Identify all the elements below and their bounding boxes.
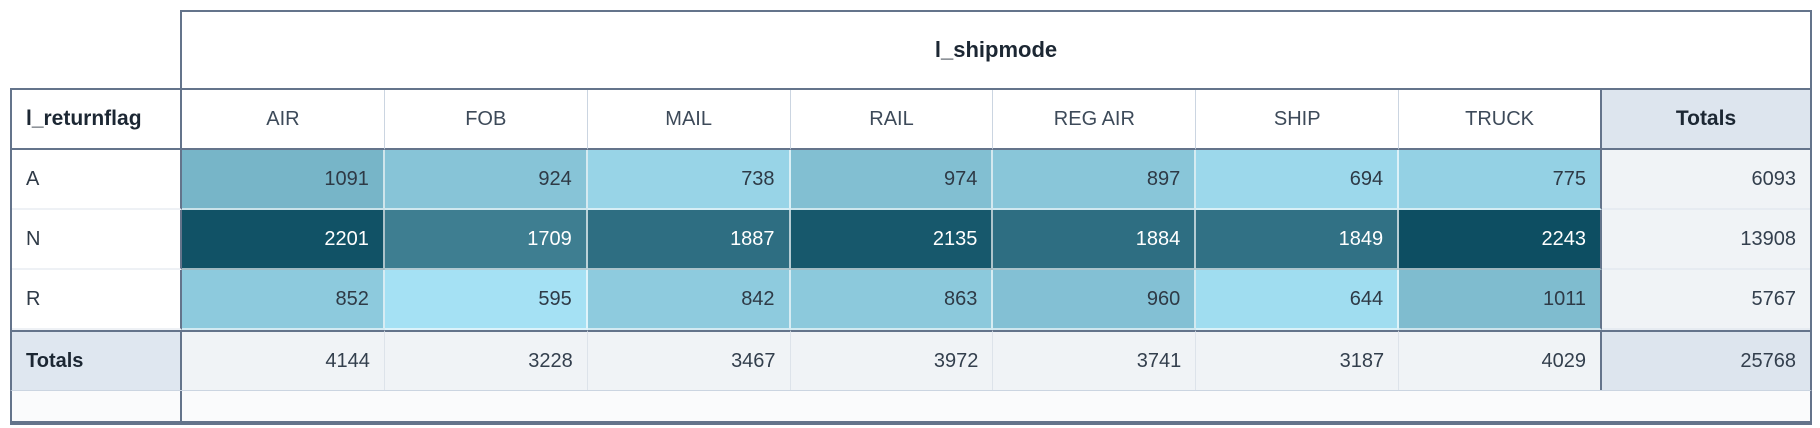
pivot-grid: l_returnflag AIR FOB MAIL RAIL REG AIR S… [10, 88, 1812, 390]
heat-cell-r-air[interactable]: 852 [182, 270, 385, 330]
footer-spacer-left [12, 391, 182, 421]
column-total-rail[interactable]: 3972 [790, 330, 994, 390]
heat-cell-a-reg-air[interactable]: 897 [993, 150, 1197, 210]
row-dimension-label: l_returnflag [12, 90, 182, 150]
heat-cell-n-rail[interactable]: 2135 [790, 210, 994, 270]
column-header-ship[interactable]: SHIP [1196, 90, 1400, 150]
totals-row-label: Totals [12, 330, 182, 390]
column-header-fob[interactable]: FOB [384, 90, 588, 150]
column-total-fob[interactable]: 3228 [384, 330, 588, 390]
column-dimension-label: l_shipmode [180, 10, 1812, 88]
column-header-rail[interactable]: RAIL [790, 90, 994, 150]
column-header-truck[interactable]: TRUCK [1399, 90, 1602, 150]
heat-cell-r-truck[interactable]: 1011 [1399, 270, 1602, 330]
column-total-air[interactable]: 4144 [182, 330, 385, 390]
heat-cell-r-ship[interactable]: 644 [1196, 270, 1400, 330]
column-dimension-row: l_shipmode [10, 10, 1812, 88]
heat-cell-a-mail[interactable]: 738 [587, 150, 791, 210]
heat-cell-r-fob[interactable]: 595 [384, 270, 588, 330]
row-label-n[interactable]: N [12, 210, 182, 270]
column-header-air[interactable]: AIR [182, 90, 385, 150]
row-label-r[interactable]: R [12, 270, 182, 330]
heat-cell-a-air[interactable]: 1091 [182, 150, 385, 210]
column-total-reg-air[interactable]: 3741 [993, 330, 1197, 390]
heat-cell-n-ship[interactable]: 1849 [1196, 210, 1400, 270]
corner-spacer [10, 10, 180, 88]
heat-cell-n-reg-air[interactable]: 1884 [993, 210, 1197, 270]
heat-cell-r-mail[interactable]: 842 [587, 270, 791, 330]
heat-cell-n-fob[interactable]: 1709 [384, 210, 588, 270]
row-total-n[interactable]: 13908 [1602, 210, 1810, 270]
column-header-mail[interactable]: MAIL [587, 90, 791, 150]
heat-cell-a-ship[interactable]: 694 [1196, 150, 1400, 210]
row-total-a[interactable]: 6093 [1602, 150, 1810, 210]
row-total-r[interactable]: 5767 [1602, 270, 1810, 330]
column-total-mail[interactable]: 3467 [587, 330, 791, 390]
heat-cell-r-rail[interactable]: 863 [790, 270, 994, 330]
heat-cell-a-fob[interactable]: 924 [384, 150, 588, 210]
heat-cell-n-truck[interactable]: 2243 [1399, 210, 1602, 270]
heat-cell-a-truck[interactable]: 775 [1399, 150, 1602, 210]
row-label-a[interactable]: A [12, 150, 182, 210]
heat-cell-n-mail[interactable]: 1887 [587, 210, 791, 270]
footer-spacer [10, 390, 1812, 425]
column-total-truck[interactable]: 4029 [1399, 330, 1602, 390]
column-total-ship[interactable]: 3187 [1196, 330, 1400, 390]
grand-total[interactable]: 25768 [1602, 330, 1810, 390]
pivot-table: l_shipmode l_returnflag AIR FOB MAIL RAI… [10, 10, 1812, 425]
footer-spacer-right [182, 391, 1810, 421]
heat-cell-n-air[interactable]: 2201 [182, 210, 385, 270]
column-header-totals: Totals [1602, 90, 1810, 150]
heat-cell-a-rail[interactable]: 974 [790, 150, 994, 210]
column-header-reg-air[interactable]: REG AIR [993, 90, 1197, 150]
heat-cell-r-reg-air[interactable]: 960 [993, 270, 1197, 330]
